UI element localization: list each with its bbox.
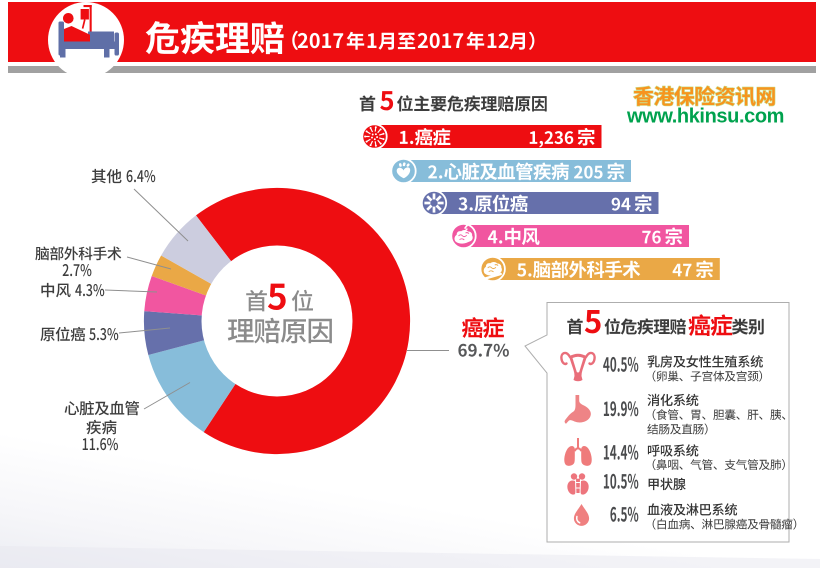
svg-text:www.hkinsu.com: www.hkinsu.com [626,106,784,128]
